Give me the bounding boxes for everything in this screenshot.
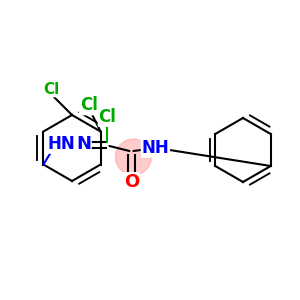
- Text: Cl: Cl: [98, 108, 116, 126]
- Text: Cl: Cl: [43, 82, 59, 97]
- Text: NH: NH: [142, 139, 169, 157]
- Text: Cl: Cl: [80, 97, 98, 115]
- Circle shape: [116, 139, 152, 175]
- Text: HN: HN: [47, 135, 75, 153]
- Text: O: O: [124, 173, 139, 191]
- Text: N: N: [76, 135, 91, 153]
